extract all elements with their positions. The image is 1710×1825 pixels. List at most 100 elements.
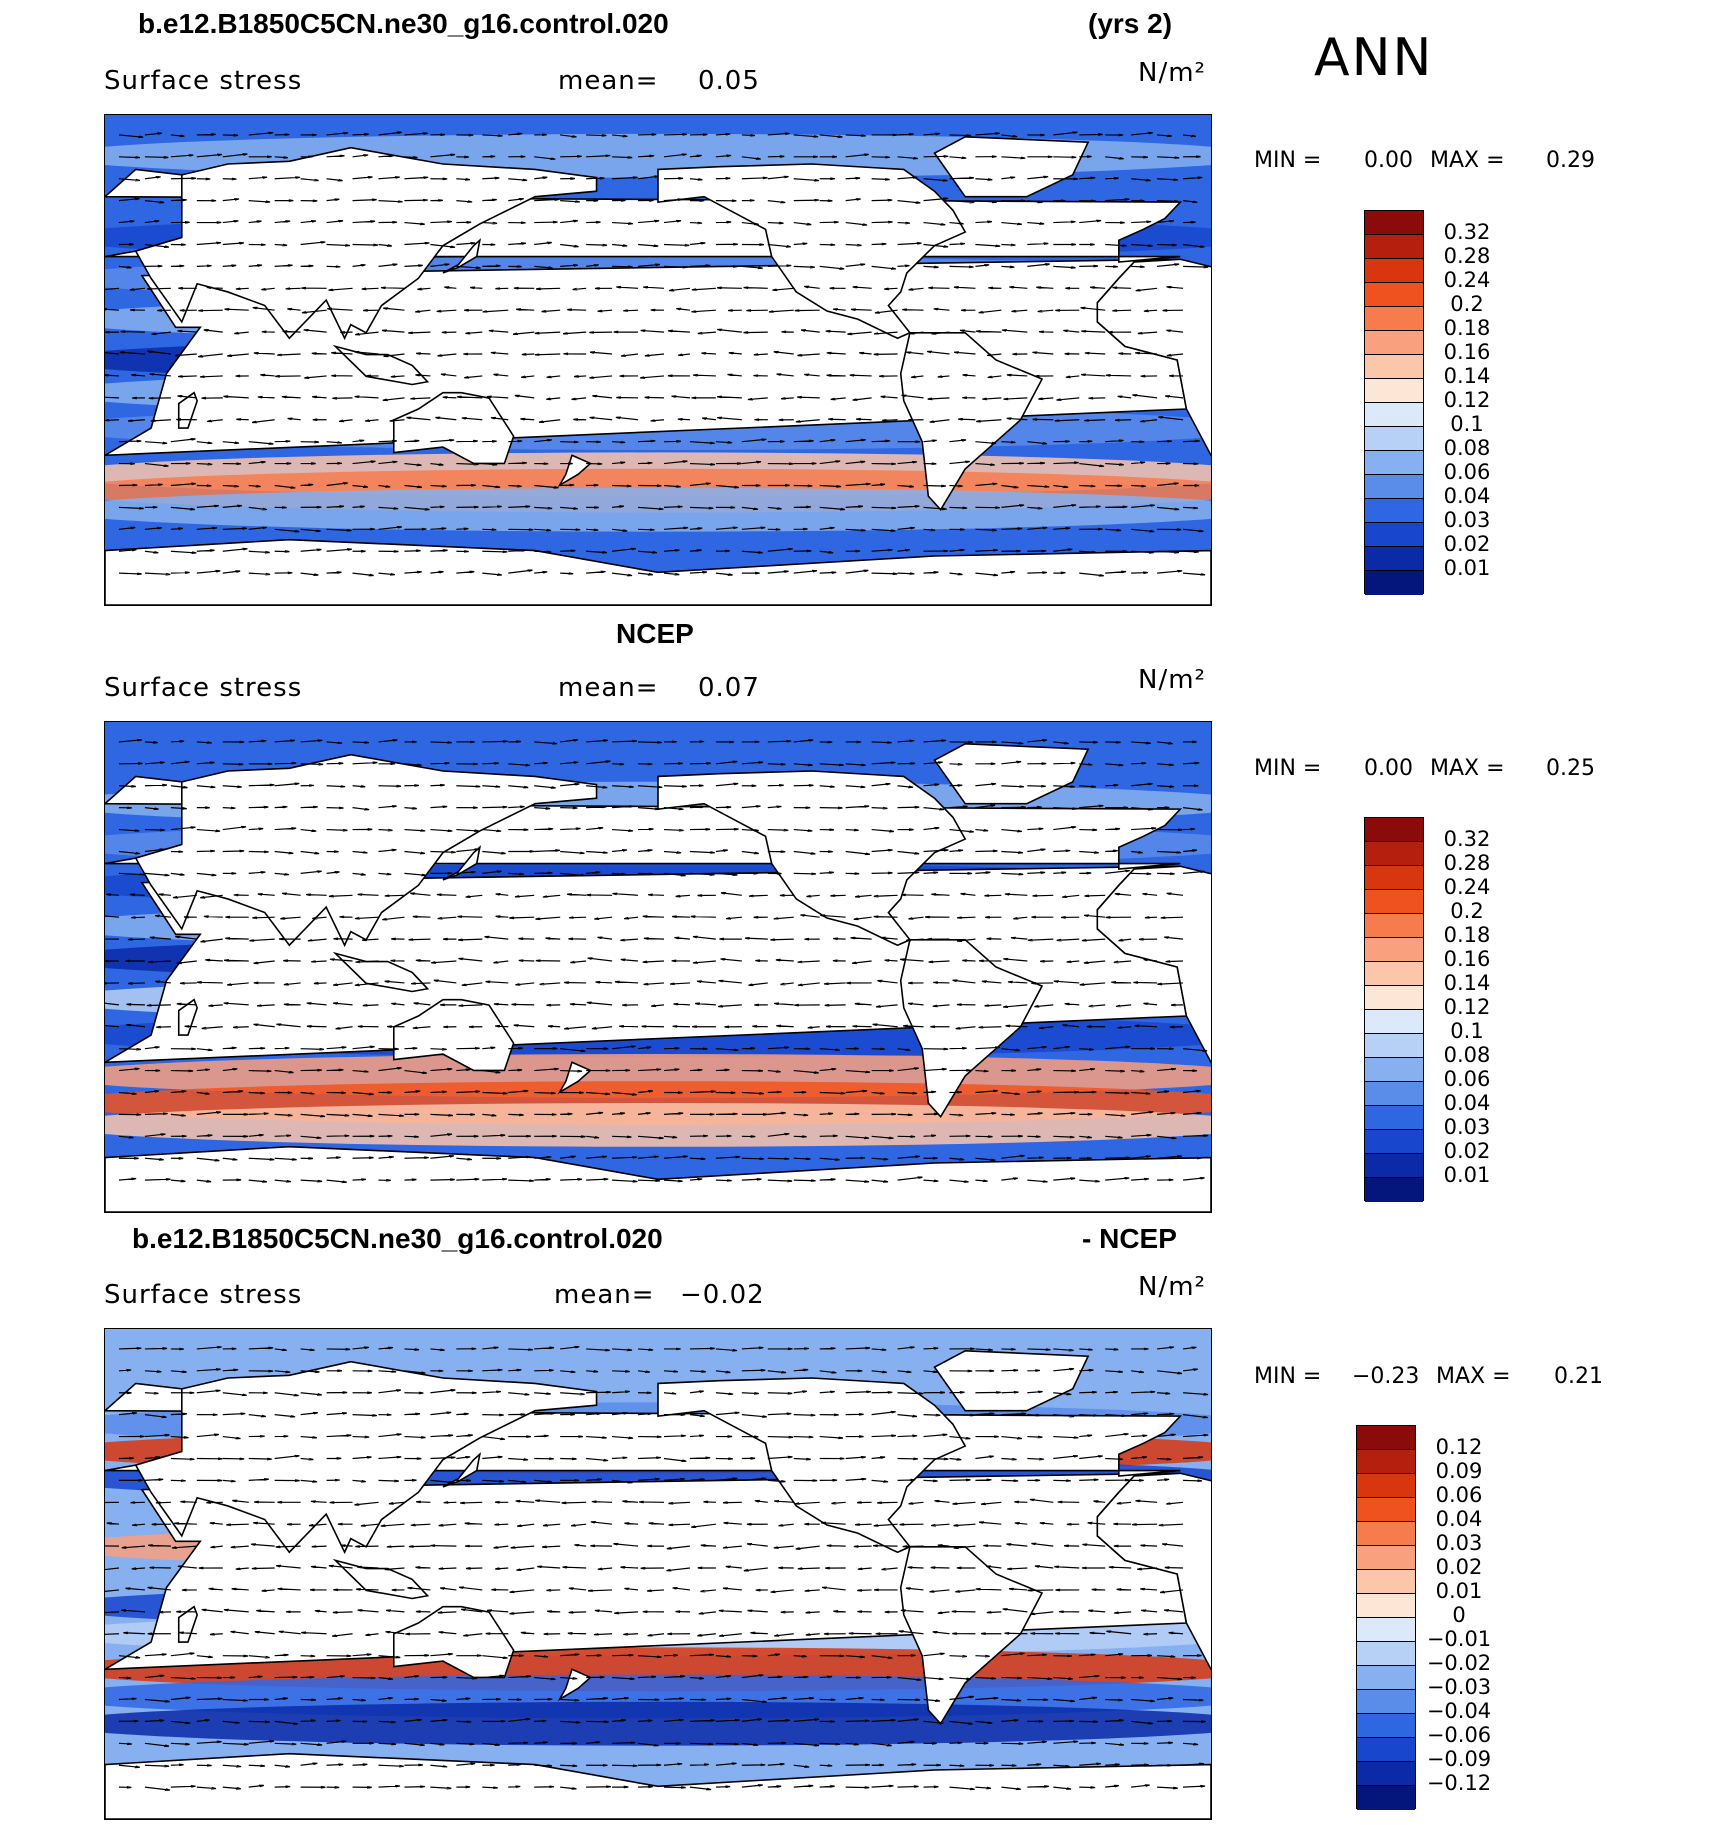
stress-arrow <box>612 484 632 488</box>
stress-arrow <box>663 265 688 269</box>
stress-arrow <box>1031 1542 1054 1547</box>
stress-arrow <box>741 571 760 575</box>
stress-arrow <box>196 1413 218 1417</box>
stress-arrow <box>715 484 739 489</box>
stress-arrow <box>689 827 711 831</box>
stress-arrow <box>797 1567 820 1571</box>
stress-arrow <box>741 176 768 180</box>
stress-arrow <box>456 806 478 810</box>
stress-arrow <box>767 1412 792 1416</box>
stress-arrow <box>508 1654 524 1657</box>
stress-arrow <box>1079 1156 1092 1160</box>
stress-arrow <box>663 243 690 247</box>
stress-arrow <box>534 265 553 269</box>
stress-arrow <box>1001 1764 1017 1767</box>
stress-arrow <box>482 155 496 158</box>
stress-arrow <box>404 850 426 855</box>
stress-arrow <box>692 1025 716 1029</box>
colorbar-swatch <box>1357 1642 1415 1666</box>
stress-arrow <box>741 1069 764 1073</box>
stress-arrow <box>248 1414 267 1418</box>
stress-arrow <box>1117 1026 1132 1029</box>
stress-arrow <box>586 1763 608 1767</box>
stress-arrow <box>118 483 138 487</box>
stress-arrow <box>222 177 237 181</box>
stress-arrow <box>1105 1069 1125 1073</box>
stress-arrow <box>151 331 171 336</box>
stress-arrow <box>1131 1698 1155 1703</box>
stress-arrow <box>380 1523 405 1528</box>
stress-arrow <box>975 1676 997 1680</box>
stress-arrow <box>482 1091 508 1095</box>
stress-arrow <box>923 132 941 136</box>
stress-arrow <box>1182 1111 1202 1115</box>
stress-arrow <box>1183 1654 1202 1657</box>
stress-arrow <box>1162 309 1184 312</box>
stress-arrow <box>819 806 843 810</box>
stress-arrow <box>586 199 599 202</box>
stress-arrow <box>495 915 509 918</box>
stress-arrow <box>593 1633 613 1636</box>
stress-arrow <box>571 397 587 401</box>
stress-arrow <box>230 1630 249 1635</box>
stress-arrow <box>871 782 891 787</box>
stress-arrow <box>564 1026 587 1030</box>
stress-arrow <box>572 287 587 291</box>
colorbar-level-label: 0.14 <box>1443 971 1491 995</box>
stress-arrow <box>326 548 352 552</box>
stress-arrow <box>1157 1478 1170 1482</box>
stress-arrow <box>352 828 373 831</box>
stress-arrow <box>300 548 322 552</box>
stress-arrow <box>1131 265 1145 269</box>
stress-arrow <box>1183 827 1196 831</box>
stress-arrow <box>1132 394 1158 399</box>
panel1-map <box>104 114 1212 606</box>
stress-arrow <box>352 741 370 744</box>
stress-arrow <box>118 1368 132 1372</box>
stress-arrow <box>326 1134 350 1138</box>
stress-arrow <box>767 1069 781 1073</box>
stress-arrow <box>170 1696 191 1701</box>
stress-arrow <box>638 199 654 202</box>
stress-arrow <box>203 915 223 918</box>
stress-arrow <box>793 242 808 246</box>
stress-arrow <box>1027 221 1045 225</box>
stress-arrow <box>378 200 403 203</box>
stress-arrow <box>222 1479 236 1483</box>
stress-arrow <box>144 155 169 159</box>
stress-arrow <box>637 506 664 511</box>
stress-arrow <box>1001 1676 1023 1680</box>
stress-arrow <box>715 1477 738 1481</box>
stress-arrow <box>689 199 705 203</box>
stress-arrow <box>222 241 244 246</box>
stress-arrow <box>1079 1741 1096 1745</box>
stress-arrow <box>637 807 660 811</box>
stress-arrow <box>767 1675 783 1679</box>
stress-arrow <box>535 287 561 291</box>
stress-arrow <box>521 353 535 356</box>
colorbar-level-label: 0.03 <box>1443 1115 1491 1139</box>
stress-arrow <box>1131 155 1148 159</box>
stress-arrow <box>248 1391 268 1395</box>
stress-arrow <box>902 1545 924 1548</box>
colorbar-swatch <box>1365 427 1423 451</box>
stress-arrow <box>1027 1045 1047 1050</box>
stress-arrow <box>482 198 497 202</box>
stress-arrow <box>897 264 910 268</box>
stress-arrow <box>380 286 405 290</box>
stress-arrow <box>144 220 160 224</box>
stress-arrow <box>689 1763 709 1767</box>
stress-arrow <box>274 1069 294 1074</box>
stress-arrow <box>352 484 369 488</box>
stress-arrow <box>431 960 457 964</box>
stress-arrow <box>484 935 509 940</box>
stress-arrow <box>871 177 890 181</box>
stress-arrow <box>1160 916 1184 920</box>
stress-arrow <box>1053 527 1071 530</box>
stress-arrow <box>362 1004 379 1007</box>
stress-arrow <box>637 219 660 224</box>
stress-arrow <box>1135 1499 1158 1503</box>
stress-arrow <box>144 550 159 554</box>
stress-arrow <box>1001 504 1025 508</box>
stress-arrow <box>767 872 782 875</box>
